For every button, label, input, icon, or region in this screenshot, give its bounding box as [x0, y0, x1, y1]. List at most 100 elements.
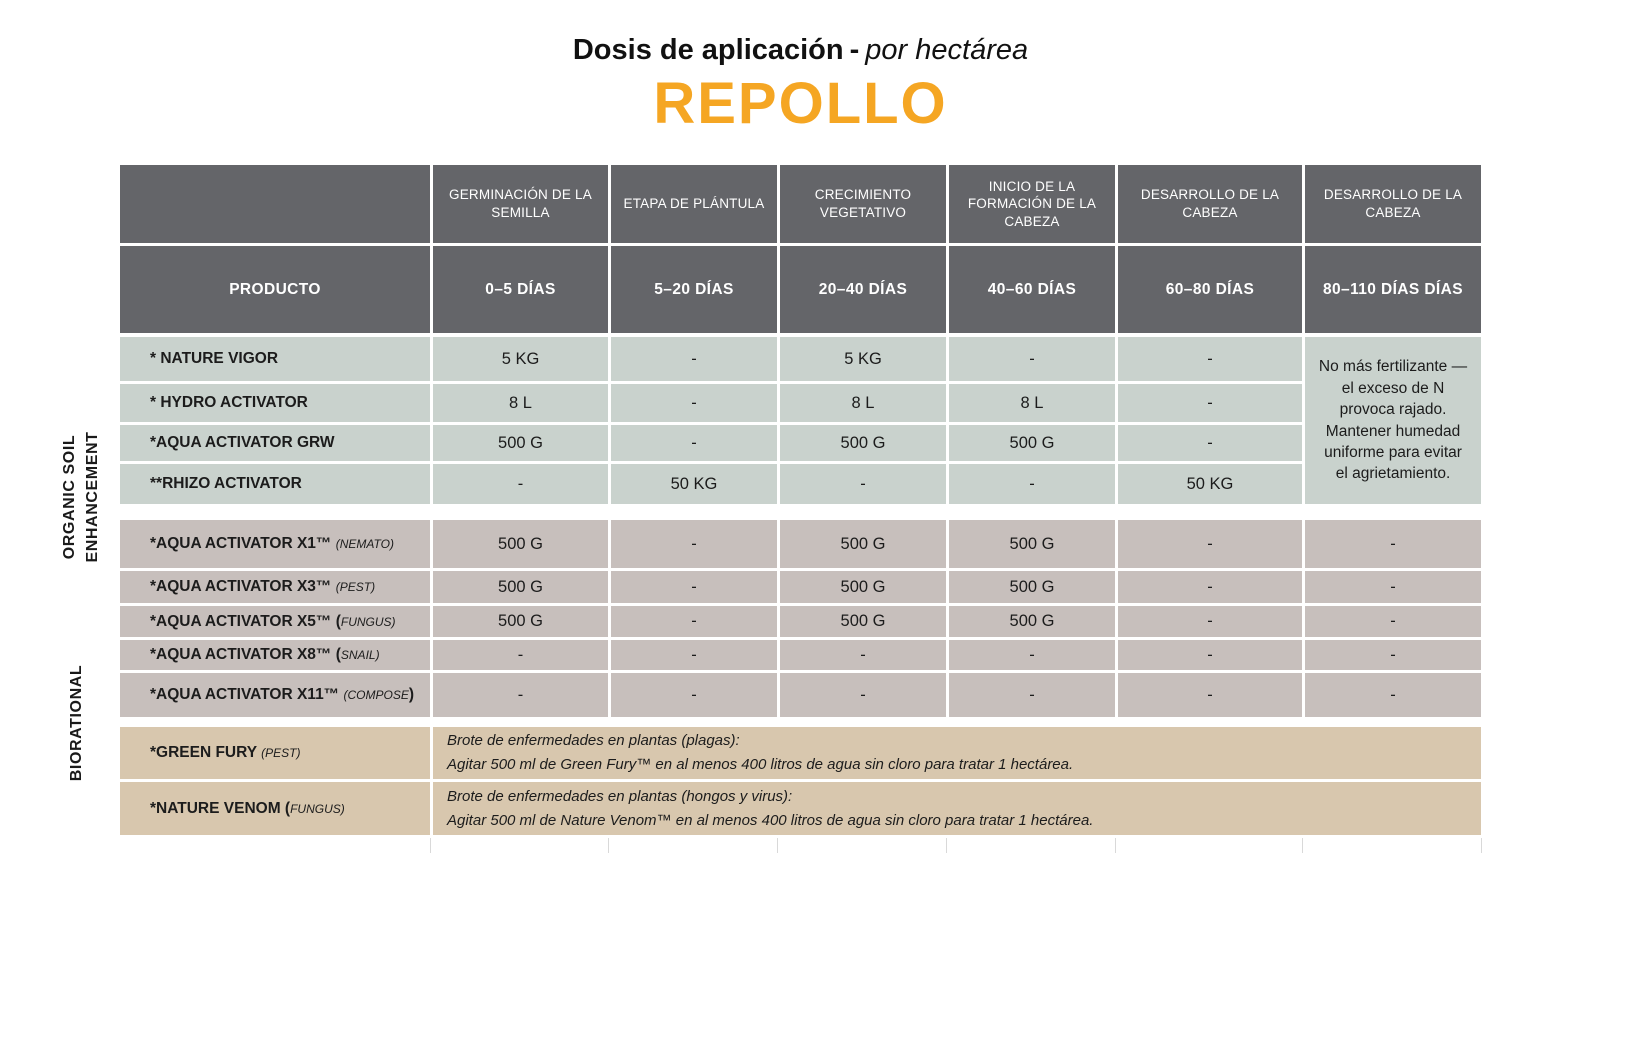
- instruction-line: Brote de enfermedades en plantas (hongos…: [447, 787, 793, 805]
- instruction-line: Agitar 500 ml de Nature Venom™ en al men…: [447, 811, 1094, 829]
- value-cell: -: [949, 640, 1115, 670]
- value-cell: -: [1305, 571, 1481, 603]
- product-cell: *NATURE VENOM (FUNGUS): [120, 782, 430, 835]
- product-name: *AQUA ACTIVATOR X11™: [150, 686, 344, 703]
- product-tail: ): [408, 686, 415, 703]
- dosage-table: GERMINACIÓN DE LA SEMILLA ETAPA DE PLÁNT…: [120, 165, 1481, 835]
- value-cell: -: [1118, 425, 1302, 461]
- value-cell: -: [1118, 571, 1302, 603]
- day-header-cell: 5–20 DÍAS: [611, 246, 777, 333]
- day-header-cell: 20–40 DÍAS: [780, 246, 946, 333]
- value-cell: -: [1118, 640, 1302, 670]
- side-label-biorational: BIORATIONAL: [68, 664, 85, 782]
- page-title: Dosis de aplicación - por hectárea: [120, 34, 1481, 67]
- product-cell: * HYDRO ACTIVATOR: [120, 384, 430, 422]
- product-cell: *AQUA ACTIVATOR GRW: [120, 425, 430, 461]
- product-cell: *AQUA ACTIVATOR X8™ (SNAIL): [120, 640, 430, 670]
- column-line-stub: [1481, 838, 1482, 853]
- day-header-cell: 60–80 DÍAS: [1118, 246, 1302, 333]
- crop-title: REPOLLO: [653, 71, 948, 136]
- value-cell: -: [1305, 520, 1481, 568]
- product-cell: *AQUA ACTIVATOR X11™ (COMPOSE): [120, 673, 430, 717]
- column-line-stub: [430, 838, 431, 853]
- instruction-cell: Brote de enfermedades en plantas (hongos…: [433, 782, 1481, 835]
- table-group-biorational: *AQUA ACTIVATOR X1™ (NEMATO) 500 G - 500…: [120, 520, 1481, 717]
- value-cell: -: [1118, 384, 1302, 422]
- product-paren: FUNGUS): [340, 614, 396, 629]
- page-title-dash: -: [849, 34, 860, 66]
- value-cell: 8 L: [780, 384, 946, 422]
- value-cell: -: [1118, 673, 1302, 717]
- value-cell: -: [611, 384, 777, 422]
- value-cell: 500 G: [780, 571, 946, 603]
- value-cell: -: [780, 673, 946, 717]
- value-cell: -: [949, 337, 1115, 381]
- stage-header-cell: DESARROLLO DE LA CABEZA: [1118, 165, 1302, 243]
- value-cell: 8 L: [949, 384, 1115, 422]
- stage-header-cell: INICIO DE LA FORMACIÓN DE LA CABEZA: [949, 165, 1115, 243]
- value-cell: -: [1305, 640, 1481, 670]
- value-cell: -: [611, 673, 777, 717]
- stage-header-cell: DESARROLLO DE LA CABEZA: [1305, 165, 1481, 243]
- product-name: *AQUA ACTIVATOR X3™: [150, 578, 336, 595]
- value-cell: -: [949, 673, 1115, 717]
- product-name: *NATURE VENOM (: [150, 799, 291, 817]
- product-name: * HYDRO ACTIVATOR: [150, 394, 308, 411]
- product-paren: (PEST): [261, 746, 301, 760]
- value-cell: -: [1118, 520, 1302, 568]
- table-group-organic-soil: * NATURE VIGOR 5 KG - 5 KG - - No más fe…: [120, 337, 1481, 504]
- column-line-stub: [1302, 838, 1303, 853]
- value-cell: -: [433, 673, 608, 717]
- day-header-cell: 40–60 DÍAS: [949, 246, 1115, 333]
- product-name: *AQUA ACTIVATOR X1™: [150, 535, 336, 552]
- column-line-stub: [946, 838, 947, 853]
- value-cell: 500 G: [433, 571, 608, 603]
- product-cell: *AQUA ACTIVATOR X3™ (PEST): [120, 571, 430, 603]
- value-cell: -: [611, 520, 777, 568]
- product-paren: (PEST): [335, 580, 376, 594]
- product-header-cell: PRODUCTO: [120, 246, 430, 333]
- value-cell: 500 G: [949, 606, 1115, 637]
- instruction-cell: Brote de enfermedades en plantas (plagas…: [433, 727, 1481, 779]
- stage-header-cell: GERMINACIÓN DE LA SEMILLA: [433, 165, 608, 243]
- product-cell: *AQUA ACTIVATOR X1™ (NEMATO): [120, 520, 430, 568]
- column-line-stub: [608, 838, 609, 853]
- value-cell: -: [611, 425, 777, 461]
- value-cell: 50 KG: [611, 464, 777, 504]
- value-cell: 500 G: [949, 571, 1115, 603]
- value-cell: 500 G: [433, 606, 608, 637]
- value-cell: 500 G: [949, 425, 1115, 461]
- value-cell: -: [611, 337, 777, 381]
- value-cell: -: [1118, 337, 1302, 381]
- page-title-subtitle: por hectárea: [865, 34, 1029, 66]
- instruction-line: Agitar 500 ml de Green Fury™ en al menos…: [447, 756, 1074, 773]
- value-cell: -: [949, 464, 1115, 504]
- product-name: *AQUA ACTIVATOR X8™ (: [150, 646, 341, 663]
- value-cell: 500 G: [433, 425, 608, 461]
- product-name: *AQUA ACTIVATOR GRW: [150, 434, 335, 451]
- side-label-organic-line2: ENHANCEMENT: [84, 431, 101, 563]
- value-cell: -: [433, 464, 608, 504]
- product-name: * NATURE VIGOR: [150, 350, 279, 367]
- product-cell: **RHIZO ACTIVATOR: [120, 464, 430, 504]
- value-cell: 500 G: [780, 606, 946, 637]
- day-header-cell: 0–5 DÍAS: [433, 246, 608, 333]
- value-cell: 500 G: [780, 520, 946, 568]
- product-name: *AQUA ACTIVATOR X5™ (: [150, 612, 341, 630]
- fertilizer-note-cell: No más fertilizante — el exceso de N pro…: [1305, 337, 1481, 504]
- instruction-line: Brote de enfermedades en plantas (plagas…: [447, 732, 740, 749]
- product-paren: (COMPOSE: [343, 688, 409, 702]
- column-line-stub: [777, 838, 778, 853]
- value-cell: -: [1305, 606, 1481, 637]
- side-label-organic-soil-enhancement: ORGANIC SOIL ENHANCEMENT: [58, 431, 104, 562]
- value-cell: 8 L: [433, 384, 608, 422]
- stage-header-cell: ETAPA DE PLÁNTULA: [611, 165, 777, 243]
- value-cell: -: [780, 464, 946, 504]
- product-cell: *GREEN FURY (PEST): [120, 727, 430, 779]
- value-cell: 5 KG: [780, 337, 946, 381]
- product-paren: FUNGUS): [290, 801, 345, 816]
- table-header: GERMINACIÓN DE LA SEMILLA ETAPA DE PLÁNT…: [120, 165, 1481, 333]
- product-paren: SNAIL): [340, 648, 380, 662]
- product-name: **RHIZO ACTIVATOR: [150, 475, 302, 492]
